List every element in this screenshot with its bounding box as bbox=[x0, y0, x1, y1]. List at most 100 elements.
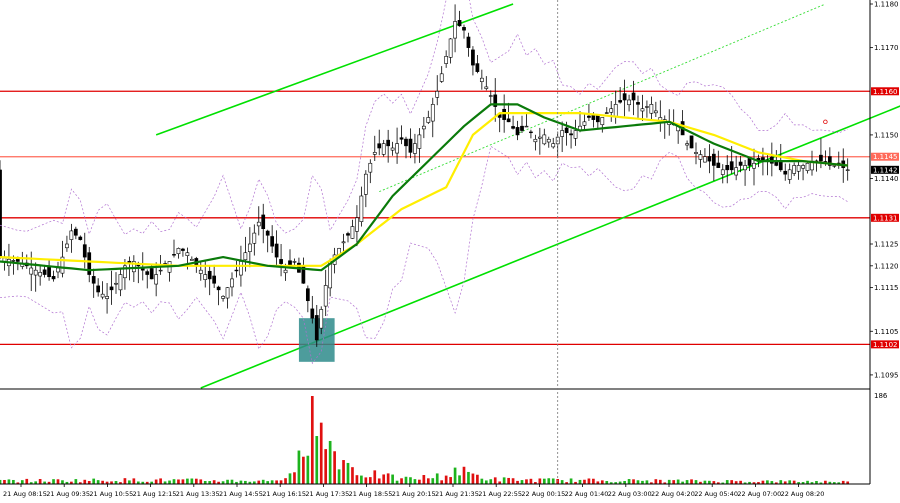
volume-bar bbox=[725, 480, 729, 484]
candle-body bbox=[123, 265, 127, 279]
candle-body bbox=[707, 156, 712, 162]
volume-bar bbox=[0, 479, 2, 484]
candle-body bbox=[551, 143, 556, 148]
time-tick-label: 21 Aug 22:55 bbox=[478, 490, 522, 498]
candle-body bbox=[711, 153, 716, 166]
volume-bar bbox=[190, 478, 194, 484]
volume-bar bbox=[199, 479, 203, 484]
price-tick-label: 1.1140 bbox=[874, 175, 899, 183]
candle-body bbox=[604, 112, 609, 114]
candle-body bbox=[73, 228, 78, 236]
volume-bar bbox=[230, 479, 234, 484]
volume-bar bbox=[716, 482, 720, 484]
volume-bar bbox=[467, 471, 470, 484]
candle-body bbox=[274, 243, 279, 258]
candle-body bbox=[181, 248, 185, 251]
volume-bar bbox=[542, 478, 546, 484]
candle-body bbox=[435, 90, 440, 98]
volume-bar bbox=[462, 466, 466, 484]
time-tick-label: 21 Aug 18:55 bbox=[349, 490, 393, 498]
volume-bar bbox=[217, 481, 220, 484]
volume-bar bbox=[681, 481, 684, 484]
candle-body bbox=[207, 270, 212, 280]
volume-bar bbox=[426, 478, 430, 484]
candle-body bbox=[417, 134, 422, 149]
volume-bar bbox=[239, 480, 243, 484]
candle-body bbox=[453, 21, 457, 39]
volume-bar bbox=[212, 480, 216, 484]
candle-body bbox=[42, 269, 47, 275]
candle-body bbox=[542, 134, 547, 145]
time-tick-label: 21 Aug 10:55 bbox=[89, 490, 133, 498]
candle-body bbox=[350, 226, 355, 239]
candle-body bbox=[426, 117, 431, 123]
candle-body bbox=[471, 49, 475, 66]
volume-bar bbox=[194, 478, 198, 484]
volume-bar bbox=[489, 479, 493, 484]
volume-bar bbox=[569, 478, 573, 484]
level-tag bbox=[871, 340, 899, 349]
volume-bar bbox=[587, 478, 591, 484]
candle-body bbox=[386, 139, 391, 147]
time-tick-label: 22 Aug 07:00 bbox=[737, 490, 781, 498]
candle-body bbox=[372, 152, 377, 155]
candle-body bbox=[792, 165, 797, 174]
candle-body bbox=[172, 254, 176, 256]
volume-bar bbox=[364, 477, 368, 484]
volume-bar bbox=[105, 481, 109, 484]
volume-bar bbox=[846, 481, 850, 484]
volume-bar bbox=[110, 481, 113, 484]
candle-body bbox=[261, 214, 266, 230]
volume-bar bbox=[186, 478, 189, 484]
candle-body bbox=[564, 127, 569, 134]
candle-body bbox=[845, 169, 850, 171]
candle-body bbox=[497, 114, 502, 118]
candle-body bbox=[305, 288, 310, 302]
candle-body bbox=[640, 108, 645, 112]
volume-bar bbox=[721, 482, 725, 484]
candle-body bbox=[319, 309, 324, 329]
volume-bar bbox=[623, 481, 626, 484]
volume-bar bbox=[159, 478, 162, 484]
volume-bar bbox=[841, 480, 845, 484]
volume-bar bbox=[703, 480, 707, 484]
volume-bar bbox=[284, 478, 287, 484]
candle-body bbox=[520, 125, 524, 131]
volume-bar bbox=[422, 475, 426, 484]
time-tick-label: 21 Aug 16:15 bbox=[262, 490, 306, 498]
volume-bar bbox=[52, 479, 55, 484]
volume-bar bbox=[766, 480, 769, 484]
candle-body bbox=[752, 162, 756, 169]
candle-body bbox=[29, 267, 34, 275]
volume-bar bbox=[636, 480, 640, 484]
volume-bar bbox=[128, 480, 131, 484]
candle-body bbox=[355, 217, 359, 232]
volume-bar bbox=[409, 477, 412, 484]
volume-bar bbox=[373, 470, 377, 484]
volume-bar bbox=[498, 481, 502, 484]
volume-bar bbox=[609, 482, 613, 484]
time-tick-label: 22 Aug 01:40 bbox=[565, 490, 609, 498]
volume-bar bbox=[168, 480, 171, 484]
lower-band bbox=[0, 145, 848, 365]
volume-bar bbox=[172, 479, 176, 484]
candle-body bbox=[506, 118, 511, 123]
candle-body bbox=[390, 147, 395, 151]
volume-bar bbox=[7, 479, 11, 484]
volume-bar bbox=[136, 481, 140, 484]
volume-bar bbox=[645, 480, 649, 484]
volume-bar bbox=[690, 479, 693, 484]
candle-body bbox=[314, 315, 319, 341]
volume-bar bbox=[565, 482, 568, 484]
volume-bar bbox=[413, 479, 417, 484]
candle-body bbox=[404, 138, 408, 147]
volume-bar bbox=[346, 462, 350, 484]
volume-bar bbox=[525, 479, 528, 484]
volume-bar bbox=[520, 480, 524, 484]
candle-body bbox=[283, 269, 288, 274]
volume-bar bbox=[444, 475, 448, 484]
price-tick-label: 1.1115 bbox=[874, 284, 899, 292]
volume-bar bbox=[78, 482, 82, 484]
